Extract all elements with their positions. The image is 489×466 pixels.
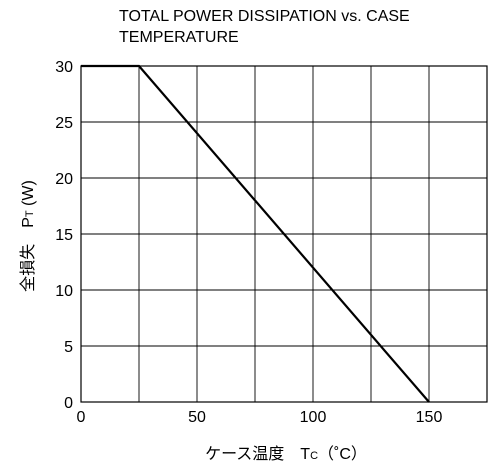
x-tick-label: 50 [188, 409, 206, 426]
x-tick-label: 150 [416, 409, 443, 426]
y-tick-label: 30 [55, 59, 73, 76]
x-axis-label-unit: （˚C） [318, 446, 367, 463]
y-tick-label: 20 [55, 171, 73, 188]
chart-title: TOTAL POWER DISSIPATION vs. CASE TEMPERA… [119, 8, 410, 46]
y-tick-label: 10 [55, 283, 73, 300]
x-axis-label-subscript: C [310, 450, 319, 462]
y-tick-label: 0 [64, 395, 73, 412]
grid-lines [81, 66, 487, 402]
y-tick-label: 25 [55, 115, 73, 132]
y-tick-label: 5 [64, 339, 73, 356]
y-tick-label: 15 [55, 227, 73, 244]
x-tick-label: 0 [77, 409, 86, 426]
plot-frame [80, 65, 488, 403]
x-axis-label: ケース温度 TC（˚C） [205, 440, 367, 464]
x-axis-label-main: ケース温度 T [205, 446, 311, 463]
tick-labels: 0 5 10 15 20 25 30 0 50 100 150 [55, 59, 442, 426]
x-tick-label: 100 [300, 409, 327, 426]
